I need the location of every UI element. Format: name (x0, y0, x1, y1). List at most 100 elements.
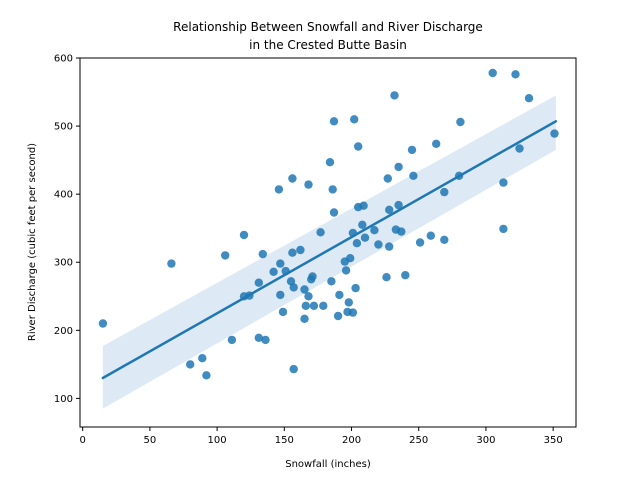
data-point-52 (352, 239, 362, 248)
data-point-66 (394, 200, 403, 210)
data-point-75 (440, 235, 449, 244)
data-point-60 (382, 273, 391, 282)
data-point-54 (354, 142, 363, 151)
data-point-69 (401, 271, 410, 280)
data-point-17 (276, 290, 285, 300)
y-tick-label-600: 600 (54, 54, 73, 65)
data-point-40 (329, 117, 339, 126)
data-point-71 (409, 171, 418, 180)
data-point-21 (288, 248, 297, 257)
data-point-70 (407, 145, 417, 155)
data-point-62 (385, 205, 394, 214)
data-point-64 (390, 91, 399, 100)
y-tick-label-500: 500 (54, 122, 73, 133)
data-point-29 (304, 180, 313, 189)
data-point-58 (370, 226, 379, 235)
data-point-11 (254, 333, 263, 342)
data-point-84 (524, 94, 534, 103)
data-point-8 (239, 230, 249, 240)
data-point-34 (316, 228, 325, 237)
x-axis-label: Snowfall (inches) (285, 459, 371, 470)
data-point-35 (319, 301, 328, 310)
x-tick-label-200: 200 (342, 435, 361, 446)
data-point-14 (269, 267, 278, 276)
axes-layer: 0 50 100 150 200 250 300 350 100 200 300 400 500 600 (54, 54, 577, 446)
data-point-78 (456, 117, 465, 127)
data-point-51 (351, 283, 360, 293)
x-tick-label-150: 150 (275, 435, 294, 446)
data-point-55 (358, 220, 367, 229)
data-point-10 (254, 278, 263, 287)
confidence-band (102, 95, 556, 409)
x-tick-label-300: 300 (476, 435, 495, 446)
data-point-63 (385, 242, 394, 251)
data-point-79 (488, 68, 497, 78)
plot-frame (79, 57, 577, 428)
data-point-67 (394, 162, 403, 172)
data-point-27 (300, 314, 309, 323)
data-point-13 (261, 335, 270, 345)
confidence-band-layer (102, 95, 556, 409)
data-point-3 (198, 354, 207, 363)
data-point-81 (499, 224, 508, 234)
data-point-74 (432, 139, 441, 148)
data-point-85 (550, 129, 559, 138)
data-point-57 (360, 233, 370, 242)
data-point-36 (325, 158, 335, 167)
data-point-38 (328, 185, 337, 194)
regression-line-layer (101, 120, 558, 380)
data-point-72 (415, 238, 425, 247)
data-point-1 (167, 259, 176, 268)
data-point-39 (329, 208, 339, 217)
data-point-24 (289, 364, 298, 374)
data-point-22 (288, 174, 297, 183)
data-point-16 (276, 259, 285, 268)
data-point-0 (98, 319, 108, 328)
data-point-59 (374, 240, 383, 249)
regression-line (101, 120, 558, 380)
data-point-6 (227, 335, 237, 345)
data-point-83 (515, 144, 524, 153)
data-point-18 (278, 307, 288, 317)
data-point-32 (308, 272, 317, 281)
x-tick-label-350: 350 (544, 435, 563, 446)
data-point-37 (327, 277, 336, 286)
data-point-41 (333, 311, 343, 321)
data-point-82 (511, 70, 520, 79)
data-point-68 (397, 227, 406, 236)
y-tick-label-100: 100 (54, 394, 73, 405)
data-point-30 (304, 292, 313, 301)
x-tick-label-0: 0 (80, 435, 86, 446)
data-point-5 (221, 251, 230, 260)
data-point-61 (383, 174, 392, 183)
y-axis-label: River Discharge (cubic feet per second) (27, 143, 38, 341)
data-point-50 (350, 115, 359, 124)
data-point-44 (341, 266, 351, 275)
data-point-33 (309, 301, 319, 310)
data-point-4 (202, 371, 211, 380)
chart-title-line1: Relationship Between Snowfall and River … (173, 20, 483, 34)
data-point-56 (359, 201, 368, 210)
points-layer (98, 68, 559, 380)
data-point-80 (499, 178, 508, 187)
data-point-26 (300, 285, 309, 294)
data-point-2 (186, 360, 195, 369)
data-point-12 (258, 249, 267, 259)
chart-title-line2: in the Crested Butte Basin (249, 38, 407, 52)
data-point-23 (289, 283, 298, 292)
data-point-46 (344, 298, 353, 307)
data-point-25 (296, 245, 305, 255)
x-tick-label-50: 50 (144, 435, 157, 446)
data-point-47 (346, 254, 355, 263)
y-tick-label-400: 400 (54, 190, 73, 201)
y-tick-label-300: 300 (54, 258, 73, 269)
data-point-76 (440, 187, 449, 197)
data-point-15 (274, 185, 284, 194)
data-point-28 (301, 301, 310, 310)
data-point-73 (426, 231, 435, 240)
x-tick-label-250: 250 (409, 435, 428, 446)
x-tick-label-100: 100 (208, 435, 227, 446)
y-tick-label-200: 200 (54, 326, 73, 337)
